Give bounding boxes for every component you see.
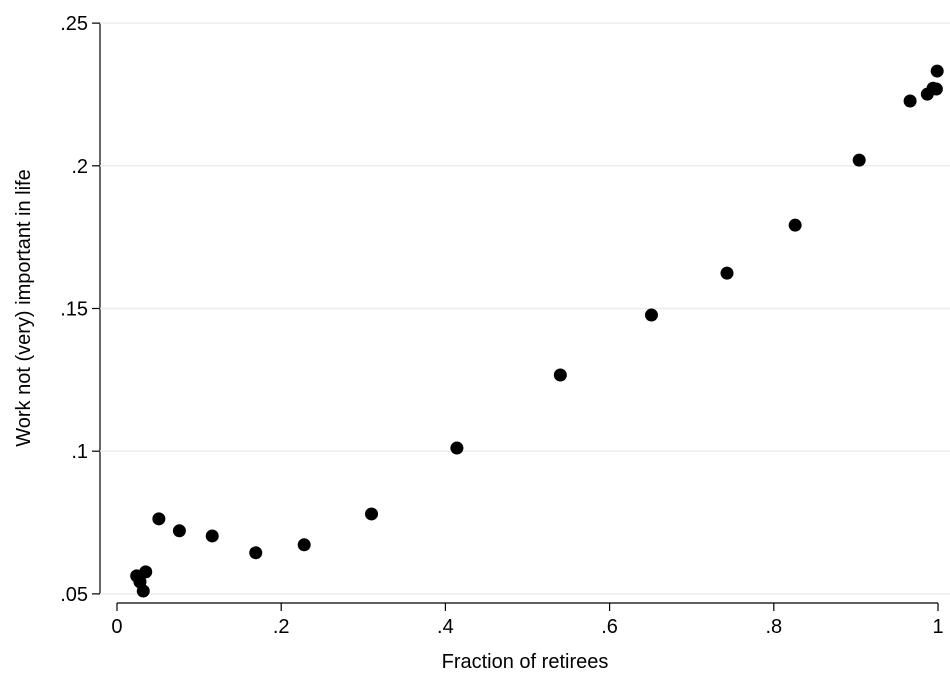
point [788,218,802,232]
point [930,64,944,78]
x-axis-label: Fraction of retirees [442,651,609,673]
x-tick-label: .4 [437,616,454,638]
y-axis-label: Work not (very) important in life [13,169,35,447]
point [139,565,153,579]
point [365,507,379,521]
point [136,584,150,598]
point [720,266,734,280]
x-tick-label: .6 [601,616,618,638]
point [553,368,567,382]
point [297,538,311,552]
point [644,308,658,322]
x-tick-label: .2 [273,616,290,638]
point [929,82,943,96]
point [205,529,219,543]
x-tick-label: .8 [765,616,782,638]
y-tick-label: .2 [71,156,88,178]
point [249,546,263,560]
point [152,512,166,526]
point [450,441,464,455]
x-tick-label: 0 [111,616,122,638]
y-tick-label: .1 [71,441,88,463]
y-tick-label: .25 [60,13,88,35]
point [172,524,186,538]
y-tick-label: .15 [60,298,88,320]
point [903,94,917,108]
y-tick-label: .05 [60,584,88,606]
point [852,153,866,167]
x-tick-label: 1 [932,616,943,638]
